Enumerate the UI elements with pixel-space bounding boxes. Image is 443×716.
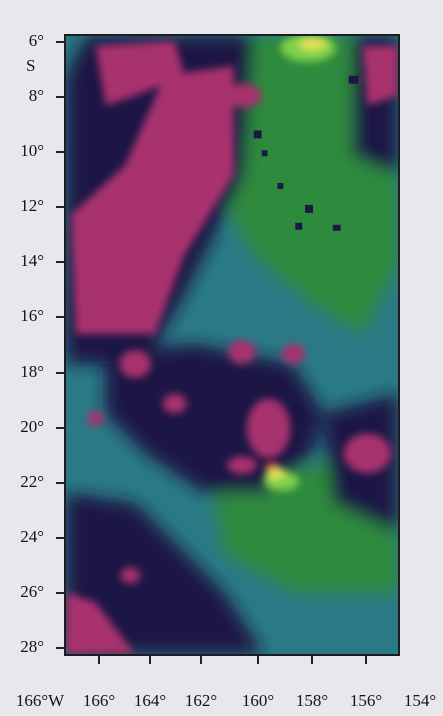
lon-tick bbox=[365, 655, 367, 664]
lat-tick bbox=[56, 261, 66, 264]
lon-tick bbox=[200, 655, 202, 664]
lon-tick bbox=[149, 655, 151, 664]
lon-label: 160° bbox=[241, 691, 275, 710]
lat-tick bbox=[56, 481, 66, 484]
lat-tick bbox=[56, 647, 66, 649]
lat-label: 20° bbox=[20, 416, 44, 436]
lat-tick bbox=[56, 591, 66, 594]
lon-label: 164° bbox=[133, 691, 167, 710]
lat-label: 8° bbox=[28, 86, 44, 106]
lat-label: 24° bbox=[20, 526, 44, 546]
lon-tick bbox=[311, 655, 313, 664]
lon-label: 162° bbox=[184, 691, 218, 710]
gravity-anomaly-raster bbox=[66, 36, 398, 654]
lat-label: 22° bbox=[20, 471, 44, 491]
lon-label: 166°W bbox=[15, 691, 65, 710]
lat-tick bbox=[56, 316, 66, 319]
lat-tick bbox=[56, 371, 66, 374]
lat-label: 14° bbox=[20, 251, 44, 271]
map-raster-frame bbox=[64, 34, 400, 656]
lat-tick bbox=[56, 206, 66, 209]
lat-label: 16° bbox=[20, 306, 44, 326]
lat-label: 10° bbox=[20, 141, 44, 161]
lon-label: 156° bbox=[349, 691, 383, 710]
lon-label: 154° bbox=[403, 691, 437, 710]
hemisphere-label: S bbox=[26, 56, 36, 75]
lat-tick bbox=[56, 536, 66, 539]
lat-label: 18° bbox=[20, 361, 44, 381]
lat-label: 26° bbox=[20, 581, 44, 601]
lat-tick bbox=[56, 41, 66, 43]
lat-tick bbox=[56, 426, 66, 429]
lat-tick bbox=[56, 151, 66, 154]
lon-tick bbox=[257, 655, 259, 664]
lat-label: 28° bbox=[20, 637, 44, 656]
lat-label: 6° bbox=[28, 31, 44, 50]
lat-tick bbox=[56, 96, 66, 99]
lon-label: 158° bbox=[295, 691, 329, 710]
lon-label: 166° bbox=[82, 691, 116, 710]
lon-tick bbox=[98, 655, 100, 664]
lat-label: 12° bbox=[20, 196, 44, 216]
